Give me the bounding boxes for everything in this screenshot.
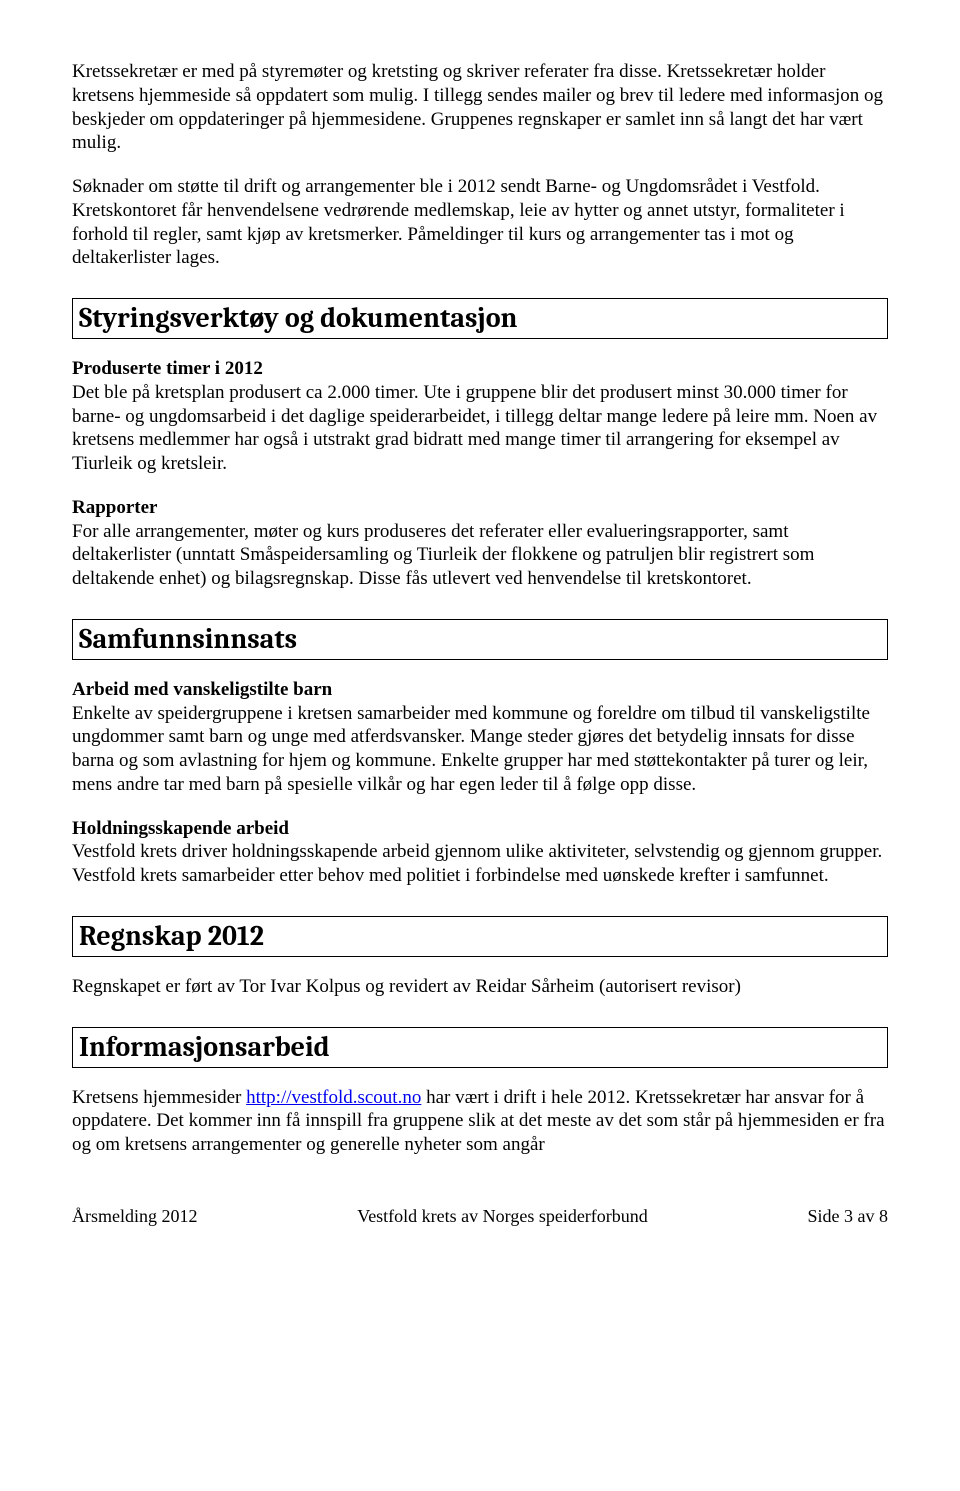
holdningsskapende-body: Vestfold krets driver holdningsskapende … xyxy=(72,840,888,888)
vanskeligstilte-body: Enkelte av speidergruppene i kretsen sam… xyxy=(72,702,888,797)
subheading-produserte-timer: Produserte timer i 2012 xyxy=(72,357,888,381)
page-footer: Årsmelding 2012 Vestfold krets av Norges… xyxy=(72,1205,888,1228)
subheading-holdningsskapende: Holdningsskapende arbeid xyxy=(72,817,888,841)
produserte-timer-body: Det ble på kretsplan produsert ca 2.000 … xyxy=(72,381,888,476)
subheading-vanskeligstilte: Arbeid med vanskeligstilte barn xyxy=(72,678,888,702)
heading-samfunnsinnsats: Samfunnsinnsats xyxy=(72,619,888,660)
intro-paragraph-1: Kretssekretær er med på styremøter og kr… xyxy=(72,60,888,155)
intro-paragraph-2: Søknader om støtte til drift og arrangem… xyxy=(72,175,888,270)
vestfold-link[interactable]: http://vestfold.scout.no xyxy=(246,1087,421,1108)
regnskap-body: Regnskapet er ført av Tor Ivar Kolpus og… xyxy=(72,975,888,999)
heading-informasjonsarbeid: Informasjonsarbeid xyxy=(72,1027,888,1068)
footer-left: Årsmelding 2012 xyxy=(72,1205,198,1228)
subheading-rapporter: Rapporter xyxy=(72,496,888,520)
rapporter-body: For alle arrangementer, møter og kurs pr… xyxy=(72,520,888,591)
informasjonsarbeid-before-link: Kretsens hjemmesider xyxy=(72,1087,246,1108)
heading-styringsverktoy: Styringsverktøy og dokumentasjon xyxy=(72,298,888,339)
heading-regnskap: Regnskap 2012 xyxy=(72,916,888,957)
footer-right: Side 3 av 8 xyxy=(807,1205,888,1228)
footer-center: Vestfold krets av Norges speiderforbund xyxy=(357,1205,648,1228)
informasjonsarbeid-body: Kretsens hjemmesider http://vestfold.sco… xyxy=(72,1086,888,1157)
